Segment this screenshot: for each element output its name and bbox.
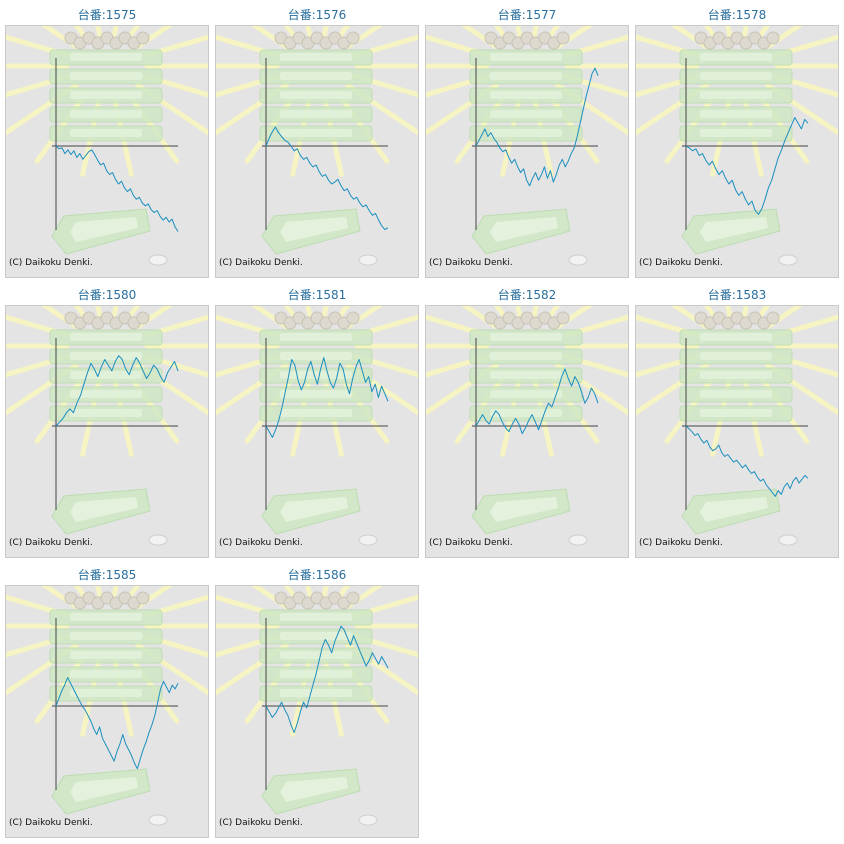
payout-line (55, 677, 179, 770)
slump-graph (216, 586, 418, 826)
slump-graph (216, 26, 418, 266)
copyright-text: (C) Daikoku Denki. (429, 258, 513, 268)
machine-artwork (216, 586, 418, 826)
machine-number-label[interactable]: 台番:1585 (77, 568, 137, 582)
slump-graph-panel[interactable]: (C) Daikoku Denki. (5, 305, 209, 558)
slump-graph-panel[interactable]: (C) Daikoku Denki. (5, 585, 209, 838)
payout-line (685, 425, 809, 497)
slump-graph-panel[interactable]: (C) Daikoku Denki. (425, 305, 629, 558)
payout-line (265, 126, 389, 231)
payout-line (475, 368, 599, 435)
slump-graph-panel[interactable]: (C) Daikoku Denki. (635, 25, 839, 278)
machine-artwork (636, 26, 838, 266)
payout-line (265, 357, 389, 438)
machine-artwork (6, 26, 208, 266)
machine-artwork (216, 26, 418, 266)
payout-line (685, 117, 809, 215)
slump-graph-panel[interactable]: (C) Daikoku Denki. (5, 25, 209, 278)
copyright-text: (C) Daikoku Denki. (429, 538, 513, 548)
slump-graph-panel[interactable]: (C) Daikoku Denki. (215, 25, 419, 278)
machine-number-label[interactable]: 台番:1581 (287, 288, 347, 302)
copyright-text: (C) Daikoku Denki. (9, 538, 93, 548)
machine-number-label[interactable]: 台番:1580 (77, 288, 137, 302)
slump-graph (636, 26, 838, 266)
machine-number-label[interactable]: 台番:1586 (287, 568, 347, 582)
payout-line (55, 145, 179, 232)
machine-number-label[interactable]: 台番:1582 (497, 288, 557, 302)
copyright-text: (C) Daikoku Denki. (219, 258, 303, 268)
machine-number-label[interactable]: 台番:1578 (707, 8, 767, 22)
machine-artwork (426, 26, 628, 266)
copyright-text: (C) Daikoku Denki. (639, 258, 723, 268)
copyright-text: (C) Daikoku Denki. (219, 818, 303, 828)
machine-number-label[interactable]: 台番:1577 (497, 8, 557, 22)
slump-graph (426, 26, 628, 266)
slump-graph (6, 306, 208, 546)
payout-line (475, 67, 599, 187)
copyright-text: (C) Daikoku Denki. (639, 538, 723, 548)
copyright-text: (C) Daikoku Denki. (9, 818, 93, 828)
payout-line (55, 355, 179, 427)
slump-graph (6, 26, 208, 266)
slump-graph-panel[interactable]: (C) Daikoku Denki. (215, 305, 419, 558)
copyright-text: (C) Daikoku Denki. (219, 538, 303, 548)
copyright-text: (C) Daikoku Denki. (9, 258, 93, 268)
machine-number-label[interactable]: 台番:1576 (287, 8, 347, 22)
machine-number-label[interactable]: 台番:1583 (707, 288, 767, 302)
machine-artwork (6, 586, 208, 826)
slump-graph (6, 586, 208, 826)
slump-graph (636, 306, 838, 546)
slump-graph-panel[interactable]: (C) Daikoku Denki. (425, 25, 629, 278)
machine-artwork (426, 306, 628, 546)
machine-artwork (636, 306, 838, 546)
slump-graph (216, 306, 418, 546)
slump-graph (426, 306, 628, 546)
slump-graph-panel[interactable]: (C) Daikoku Denki. (635, 305, 839, 558)
slump-graph-panel[interactable]: (C) Daikoku Denki. (215, 585, 419, 838)
payout-line (265, 625, 389, 734)
machine-number-label[interactable]: 台番:1575 (77, 8, 137, 22)
machine-artwork (6, 306, 208, 546)
